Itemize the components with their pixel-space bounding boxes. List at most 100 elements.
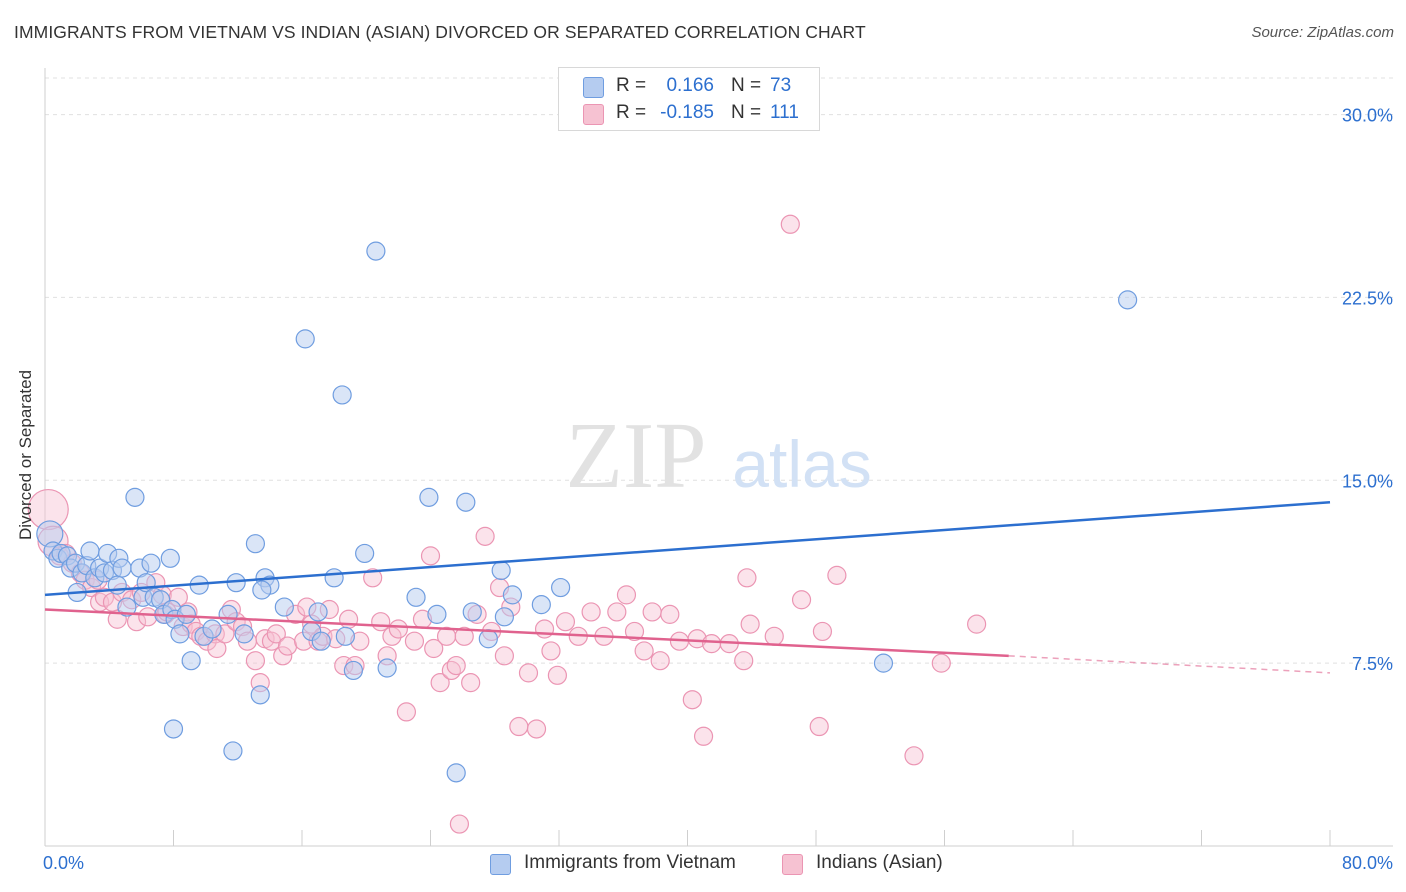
data-point-vietnam (202, 619, 222, 639)
data-point-indians (449, 814, 470, 834)
data-point-vietnam (274, 597, 294, 617)
data-point-vietnam (366, 241, 386, 261)
data-point-indians (687, 629, 707, 649)
data-point-indians (904, 746, 924, 766)
trend-line-indians (44, 608, 1009, 658)
data-point-vietnam (234, 624, 254, 644)
data-point-indians (138, 607, 158, 627)
data-point-vietnam (218, 604, 238, 624)
y-tick-label: 30.0% (1342, 106, 1393, 126)
data-point-indians (388, 619, 408, 639)
data-point-vietnam (462, 602, 482, 622)
data-point-indians (740, 614, 760, 634)
data-point-indians (624, 621, 645, 642)
data-point-indians (541, 641, 561, 661)
grid-lines (45, 77, 1393, 664)
legend-swatch-blue (583, 77, 604, 98)
data-point-indians (693, 726, 714, 746)
data-point-indians (809, 716, 829, 737)
x-tick-label: 80.0% (1342, 853, 1393, 873)
x-tick-label: 0.0% (43, 853, 84, 873)
data-point-indians (207, 638, 227, 659)
data-point-indians (737, 568, 757, 588)
data-point-vietnam (80, 541, 100, 561)
series-legend: Immigrants from Vietnam Indians (Asian) (0, 851, 1406, 879)
data-point-vietnam (332, 385, 352, 405)
data-point-vietnam (427, 604, 447, 624)
legend-n-value: 73 (770, 75, 792, 96)
legend-swatch-pink (583, 104, 604, 125)
data-point-indians (581, 602, 601, 622)
data-point-indians (475, 526, 495, 546)
data-point-indians (424, 638, 444, 659)
data-point-vietnam (163, 719, 184, 739)
data-point-vietnam (531, 595, 551, 615)
data-point-vietnam (170, 624, 190, 644)
y-tick-label: 15.0% (1342, 471, 1393, 491)
data-point-vietnam (873, 653, 894, 673)
data-point-indians (555, 612, 576, 632)
data-point-indians (534, 619, 555, 639)
data-point-vietnam (406, 587, 426, 607)
data-point-indians (634, 641, 654, 661)
data-point-indians (245, 651, 266, 671)
data-point-indians (518, 663, 539, 683)
tick-labels: 7.5% 15.0% 22.5% 30.0% 0.0% 80.0% (43, 106, 1393, 873)
data-point-vietnam (343, 660, 363, 681)
data-point-indians (454, 626, 474, 646)
data-point-indians (607, 602, 627, 622)
data-point-vietnam (494, 607, 514, 627)
data-point-vietnam (491, 560, 511, 581)
data-point-indians (780, 214, 800, 234)
data-point-vietnam (112, 558, 132, 578)
data-point-vietnam (125, 487, 145, 507)
legend-n-value: 111 (770, 102, 799, 123)
data-point-indians (642, 602, 662, 622)
data-point-vietnam (308, 602, 328, 622)
data-point-vietnam (335, 626, 355, 646)
legend-r-value: 0.166 (666, 75, 714, 96)
data-point-indians (266, 624, 286, 644)
legend-swatch-blue (490, 854, 511, 875)
data-point-vietnam (478, 629, 498, 649)
data-point-vietnam (1118, 290, 1138, 310)
data-point-vietnam (245, 534, 266, 554)
data-point-indians (396, 702, 417, 722)
data-point-vietnam (252, 580, 272, 600)
legend-n-label: N = (731, 75, 762, 96)
data-point-vietnam (324, 568, 344, 588)
data-point-vietnam (295, 329, 315, 349)
data-point-vietnam (181, 651, 201, 671)
data-point-vietnam (223, 741, 243, 761)
data-point-vietnam (355, 543, 375, 564)
axes (44, 68, 1393, 847)
data-point-indians (363, 568, 383, 588)
y-tick-label: 7.5% (1352, 654, 1393, 674)
data-point-indians (701, 634, 722, 654)
data-point-indians (827, 565, 847, 585)
legend-row-vietnam: R = 0.166 N = 73 (559, 73, 819, 101)
data-point-indians (494, 646, 514, 666)
data-point-vietnam (377, 658, 397, 678)
watermark-zip: ZIP (566, 404, 707, 508)
data-point-indians (650, 651, 670, 671)
data-point-indians (931, 653, 951, 673)
trend-lines (44, 500, 1331, 674)
data-point-indians (461, 673, 481, 693)
data-point-indians (420, 546, 441, 566)
data-point-indians (616, 585, 637, 605)
series-indians-points (27, 214, 987, 834)
source-label: Source: ZipAtlas.com (1251, 24, 1394, 41)
data-point-indians (812, 621, 833, 642)
data-point-indians (277, 636, 298, 656)
data-point-indians (526, 719, 547, 739)
chart-title: IMMIGRANTS FROM VIETNAM VS INDIAN (ASIAN… (14, 22, 866, 42)
legend-n-label: N = (731, 102, 762, 123)
data-point-indians (967, 614, 987, 634)
data-point-vietnam (502, 585, 523, 605)
legend-r-label: R = (616, 102, 647, 123)
legend-label-indians: Indians (Asian) (816, 852, 943, 873)
data-point-vietnam (551, 577, 571, 598)
data-point-vietnam (311, 631, 331, 651)
